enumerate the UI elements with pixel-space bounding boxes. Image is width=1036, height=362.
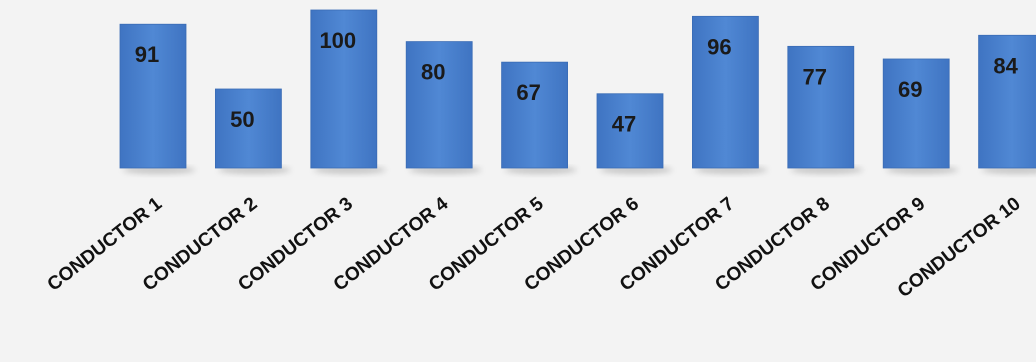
- bar: [214, 88, 282, 169]
- bar-value-label: 80: [421, 60, 445, 85]
- bar: [978, 34, 1036, 169]
- bar: [882, 58, 950, 169]
- bar: [405, 41, 473, 169]
- bar: [787, 45, 855, 169]
- bar-value-labels: 91 50 100 80 67 47 96 77 69 84: [135, 28, 1019, 137]
- bars: [119, 9, 1036, 169]
- bar-value-label: 96: [707, 34, 731, 59]
- bar-value-label: 77: [803, 64, 827, 89]
- bar: [119, 23, 187, 169]
- bar-value-label: 91: [135, 42, 159, 67]
- bar-value-label: 47: [612, 112, 636, 137]
- bar-value-label: 67: [516, 80, 540, 105]
- bar: [310, 9, 378, 169]
- bar: [501, 61, 569, 169]
- bar-value-label: 69: [898, 77, 922, 102]
- bar: [596, 93, 664, 169]
- bar-value-label: 84: [993, 53, 1018, 78]
- bar-value-label: 50: [230, 107, 254, 132]
- bar-value-label: 100: [319, 28, 356, 53]
- bar: [692, 15, 759, 169]
